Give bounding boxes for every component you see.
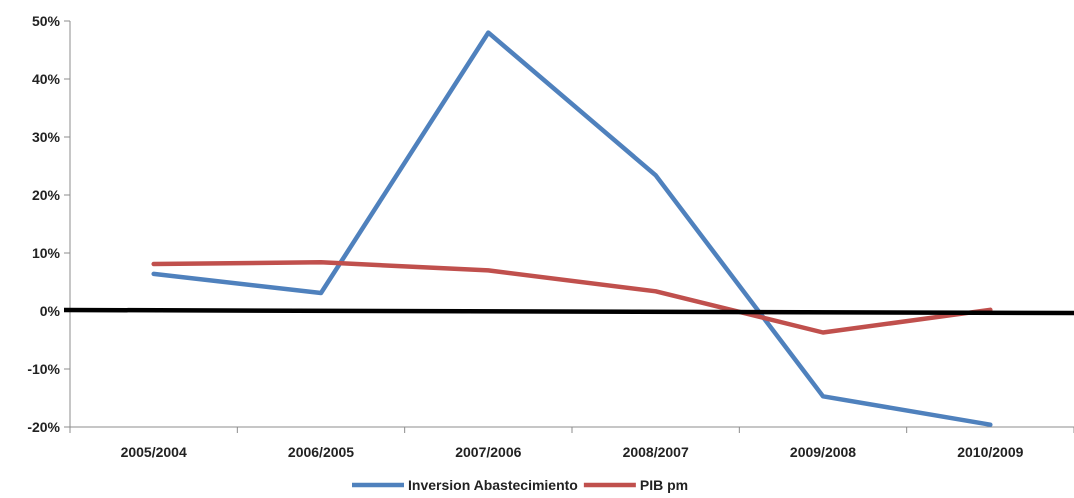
y-tick-label: 10% [32,245,61,261]
y-tick-label: 50% [32,13,61,29]
legend: Inversion Abastecimiento PIB pm [352,477,688,493]
zero-reference-line [63,307,1074,316]
y-tick-label: -20% [27,419,60,435]
y-tick-label: 30% [32,129,61,145]
y-tick-label: 0% [40,303,61,319]
series-lines [63,30,1074,427]
y-tick-label: 20% [32,187,61,203]
series-line-2 [151,260,993,335]
x-tick-label: 2009/2008 [790,444,856,460]
y-tick-label: 40% [32,71,61,87]
legend-label: PIB pm [640,477,688,493]
y-tick-label: -10% [27,361,60,377]
series-line-1 [151,30,993,427]
x-tick-label: 2005/2004 [121,444,187,460]
x-tick-label: 2008/2007 [623,444,689,460]
x-tick-label: 2006/2005 [288,444,354,460]
legend-label: Inversion Abastecimiento [408,477,578,493]
x-tick-label: 2010/2009 [957,444,1023,460]
axes: 50% 40% 30% 20% 10% 0% -10% -20% 2005/2004 2006/2… [27,13,1074,460]
x-tick-label: 2007/2006 [455,444,521,460]
